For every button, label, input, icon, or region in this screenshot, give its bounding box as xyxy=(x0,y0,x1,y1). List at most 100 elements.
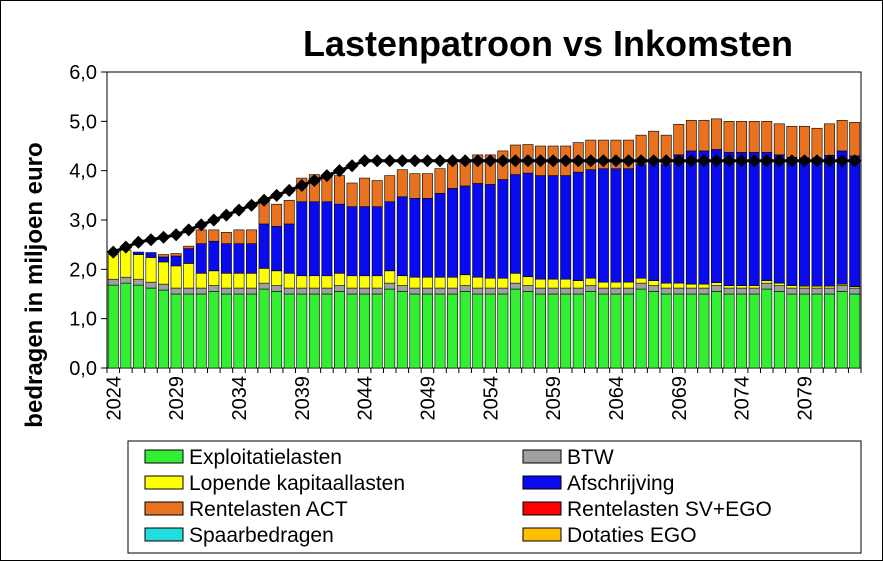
bar-segment xyxy=(798,125,810,159)
bar-segment xyxy=(183,248,195,264)
bar-segment xyxy=(547,293,559,369)
income-marker xyxy=(534,154,548,168)
bar-segment xyxy=(635,282,647,290)
bar-segment xyxy=(673,293,685,369)
bar-segment xyxy=(359,275,371,289)
income-marker xyxy=(848,154,862,168)
bar-segment xyxy=(836,150,848,285)
bar-segment xyxy=(748,152,760,286)
income-marker xyxy=(508,154,522,168)
bar-segment xyxy=(597,281,609,289)
legend-label: Afschrijving xyxy=(567,472,674,495)
bar-segment xyxy=(459,274,471,286)
income-marker xyxy=(584,154,598,168)
bar-segment xyxy=(560,287,572,295)
bar-segment xyxy=(409,197,421,278)
bar-segment xyxy=(296,201,308,277)
bar-segment xyxy=(145,287,157,369)
bar-segment xyxy=(447,293,459,369)
bar-segment xyxy=(849,155,861,287)
income-marker xyxy=(672,154,686,168)
bar-segment xyxy=(547,175,559,280)
income-marker xyxy=(571,154,585,168)
income-marker xyxy=(207,213,221,227)
bar-segment xyxy=(711,118,722,150)
bar-segment xyxy=(132,278,144,286)
bar-segment xyxy=(120,282,132,369)
income-marker xyxy=(772,154,786,168)
income-marker xyxy=(307,174,321,188)
bar-segment xyxy=(748,293,760,369)
bar-segment xyxy=(158,256,169,263)
bar-segment xyxy=(824,293,836,369)
bar-segment xyxy=(321,201,333,277)
income-marker xyxy=(332,164,346,178)
bar-segment xyxy=(195,243,207,274)
bar-segment xyxy=(170,255,182,267)
bar-segment xyxy=(472,293,484,369)
bar-segment xyxy=(685,283,697,289)
bar-segment xyxy=(610,168,622,283)
bar-segment xyxy=(447,188,459,278)
bar-segment xyxy=(761,280,773,284)
bar-segment xyxy=(371,275,383,289)
legend-swatch xyxy=(522,501,562,516)
bar-segment xyxy=(220,293,232,369)
bar-segment xyxy=(547,287,559,295)
bar-segment xyxy=(447,276,459,289)
bar-segment xyxy=(723,121,735,153)
income-marker xyxy=(144,233,158,247)
income-marker xyxy=(420,154,434,168)
bar-segment xyxy=(384,201,396,272)
income-marker xyxy=(785,154,799,168)
income-marker xyxy=(157,230,171,244)
bar-segment xyxy=(308,275,320,289)
bar-segment xyxy=(572,287,584,295)
bar-segment xyxy=(246,243,257,274)
bar-segment xyxy=(170,287,182,295)
bar-segment xyxy=(723,293,735,369)
bar-segment xyxy=(233,243,245,274)
bar-segment xyxy=(509,282,521,290)
bar-segment xyxy=(258,282,270,290)
income-marker xyxy=(345,159,359,173)
bar-segment xyxy=(547,278,559,289)
bar-segment xyxy=(509,174,521,274)
bar-segment xyxy=(258,288,270,369)
income-marker xyxy=(119,240,133,254)
bar-segment xyxy=(220,243,232,274)
bar-segment xyxy=(183,263,195,289)
bar-segment xyxy=(824,123,836,156)
income-line xyxy=(106,154,862,259)
bar-segment xyxy=(195,272,207,289)
bar-segment xyxy=(522,172,534,278)
income-marker xyxy=(257,193,271,207)
income-marker xyxy=(106,245,120,259)
income-marker xyxy=(684,154,698,168)
income-marker xyxy=(835,154,849,168)
bar-segment xyxy=(685,293,697,369)
bar-segment xyxy=(849,122,861,157)
bar-segment xyxy=(736,152,748,286)
bar-segment xyxy=(421,276,433,289)
bar-segment xyxy=(535,287,547,295)
bar-segment xyxy=(296,275,308,289)
bar-segment xyxy=(522,291,534,369)
legend-label: BTW xyxy=(567,446,614,469)
bar-segment xyxy=(132,254,144,280)
bar-segment xyxy=(849,287,861,295)
legend-swatch xyxy=(144,475,184,490)
legend: Exploitatielasten BTW Lopende kapitaallast… xyxy=(144,446,772,547)
bar-segment xyxy=(824,287,836,295)
bar-segment xyxy=(472,287,484,295)
bar-segment xyxy=(723,285,735,289)
bar-segment xyxy=(183,293,195,369)
bar-segment xyxy=(459,185,471,276)
bar-segment xyxy=(572,293,584,369)
bar-segment xyxy=(459,285,471,292)
legend-swatch xyxy=(144,527,184,542)
bar-segment xyxy=(396,285,408,292)
bar-segment xyxy=(736,287,748,295)
bar-segment xyxy=(585,169,597,279)
bar-segment xyxy=(711,285,722,292)
